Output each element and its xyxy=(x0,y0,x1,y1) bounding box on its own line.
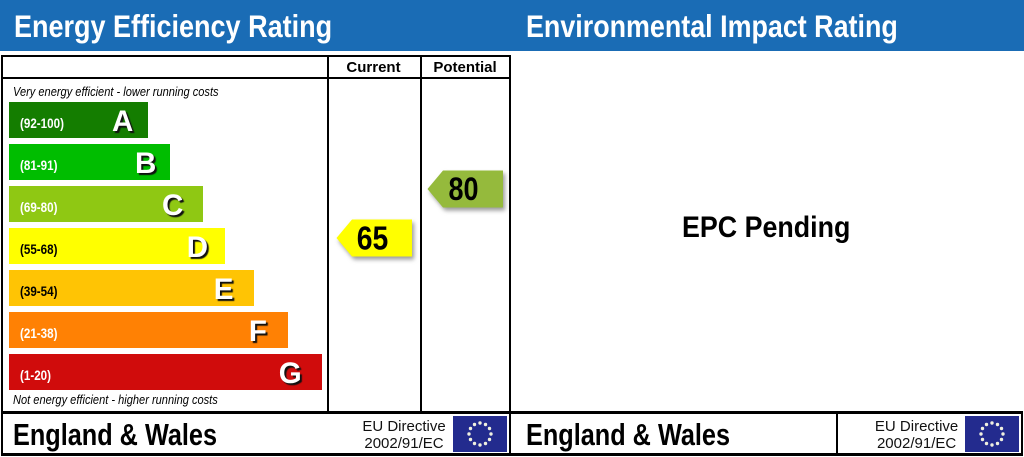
svg-text:80: 80 xyxy=(449,171,479,207)
svg-text:65: 65 xyxy=(357,220,389,257)
